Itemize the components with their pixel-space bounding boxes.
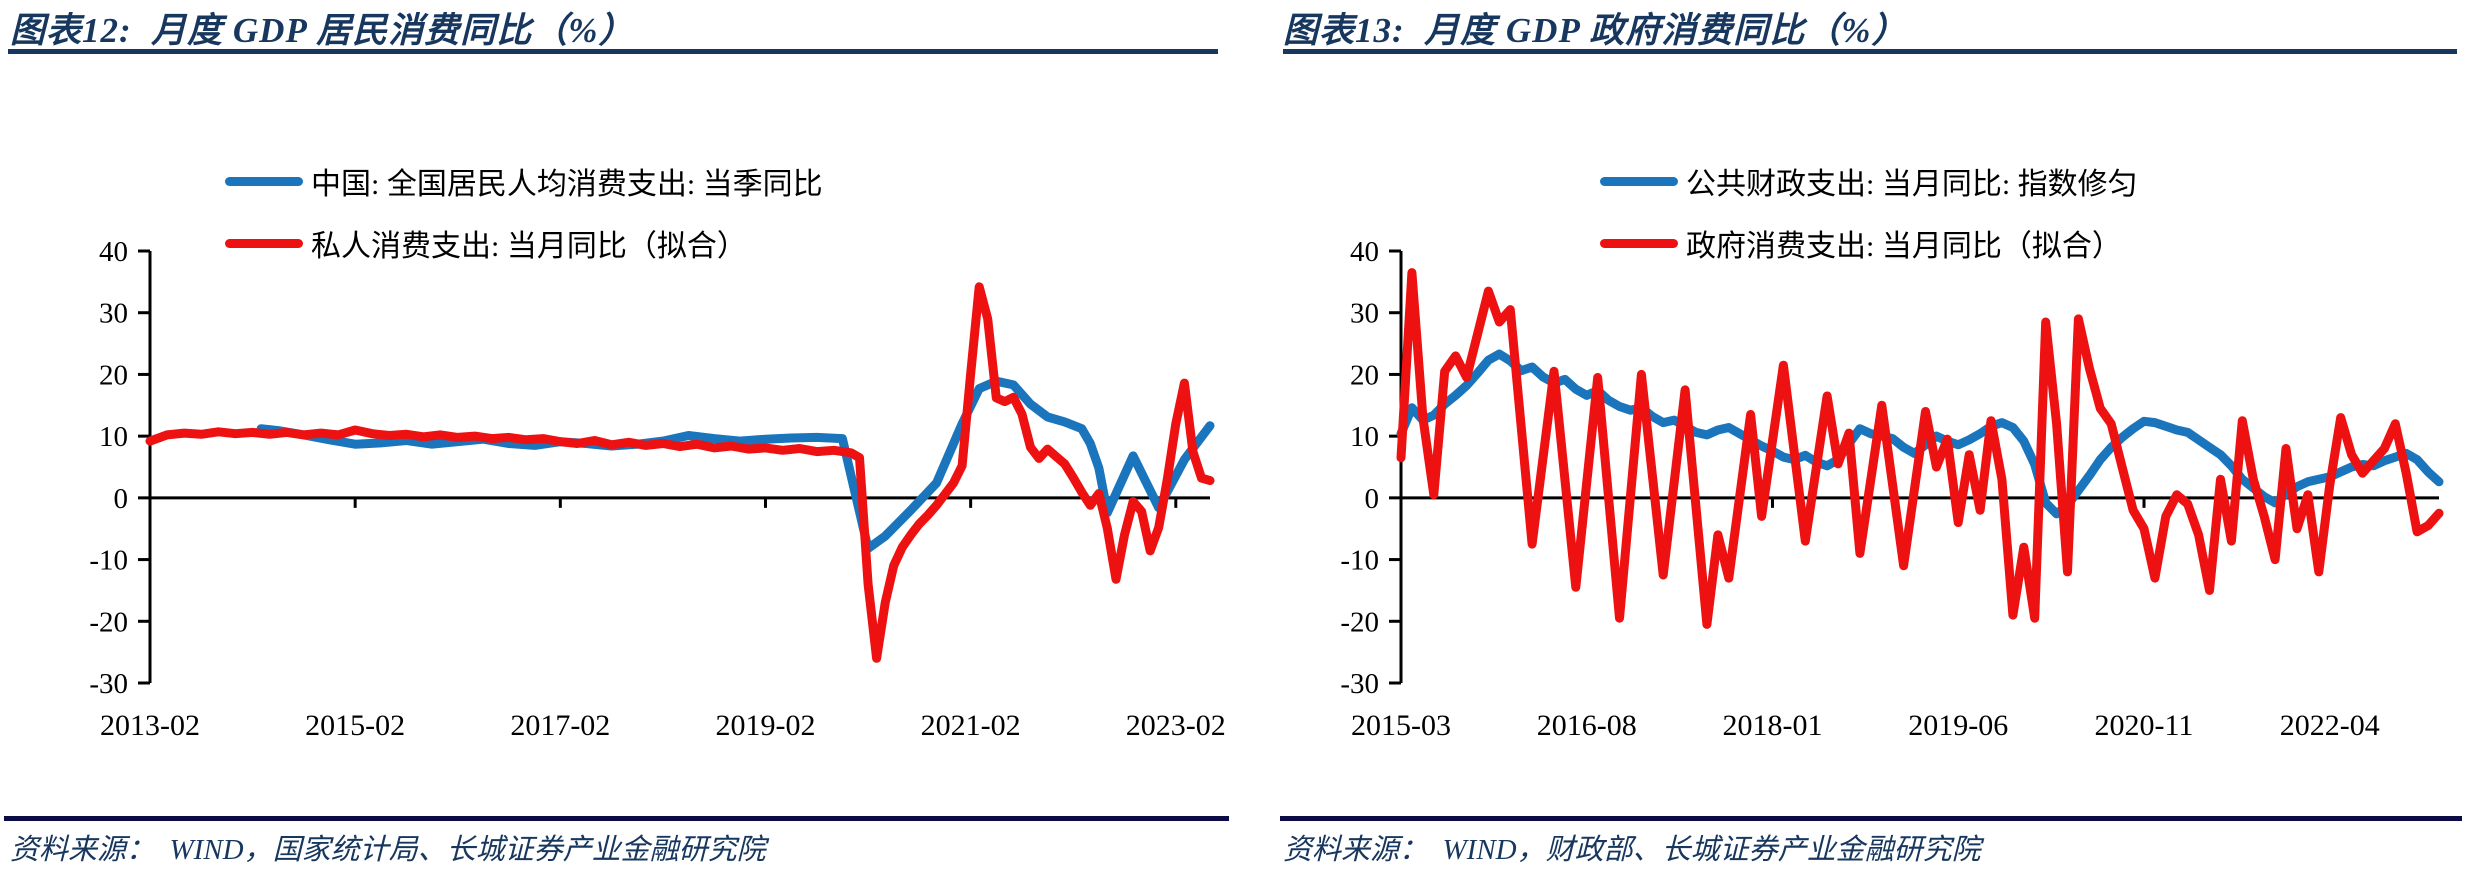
figure-title: 图表12: 月度 GDP 居民消费同比（%） xyxy=(10,11,635,50)
legend-label: 政府消费支出: 当月同比（拟合） xyxy=(1686,230,2122,263)
y-tick-label: 0 xyxy=(114,483,129,515)
legend-line-sample-blue xyxy=(1600,176,1678,186)
x-tick-label: 2013-02 xyxy=(100,709,200,742)
x-tick-label: 2019-06 xyxy=(1908,709,2008,742)
legend-line-sample-red xyxy=(225,238,303,248)
title-underline xyxy=(8,49,1218,54)
y-tick-label: 20 xyxy=(1350,359,1379,391)
line-chart-household-consumption: 40 30 20 10 0 -10 -20 -30 2013-02 2015-02 2017-02 2… xyxy=(89,236,1226,742)
legend-label: 私人消费支出: 当月同比（拟合） xyxy=(311,230,747,263)
legend-item-blue: 公共财政支出: 当月同比: 指数修匀 xyxy=(1600,150,2138,212)
x-tick-label: 2015-03 xyxy=(1351,709,1451,742)
figure-title: 图表13: 月度 GDP 政府消费同比（%） xyxy=(1283,11,1908,50)
y-tick-label: -10 xyxy=(89,545,128,577)
source-note: 资料来源： WIND，财政部、长城证券产业金融研究院 xyxy=(1283,834,1981,866)
y-tick-label: 10 xyxy=(99,421,128,453)
y-tick-label: -20 xyxy=(1340,606,1379,638)
chart-legend: 公共财政支出: 当月同比: 指数修匀 政府消费支出: 当月同比（拟合） xyxy=(1600,150,2138,274)
y-tick-label: -30 xyxy=(1340,668,1379,700)
y-tick-label: -10 xyxy=(1340,545,1379,577)
x-tick-label: 2019-02 xyxy=(715,709,815,742)
series-red-line xyxy=(145,282,1215,663)
y-tick-label: -30 xyxy=(89,668,128,700)
x-tick-label: 2015-02 xyxy=(305,709,405,742)
title-underline xyxy=(1283,49,2457,54)
y-tick-label: 30 xyxy=(1350,298,1379,330)
y-tick-label: 40 xyxy=(99,236,128,268)
legend-item-red: 私人消费支出: 当月同比（拟合） xyxy=(225,212,823,274)
y-tick-label: 20 xyxy=(99,359,128,391)
legend-line-sample-red xyxy=(1600,238,1678,248)
x-tick-label: 2016-08 xyxy=(1537,709,1637,742)
legend-line-sample-blue xyxy=(225,176,303,186)
x-tick-label: 2020-11 xyxy=(2095,709,2194,742)
y-tick-label: -20 xyxy=(89,606,128,638)
x-tick-label: 2018-01 xyxy=(1722,709,1822,742)
source-note: 资料来源： WIND，国家统计局、长城证券产业金融研究院 xyxy=(10,834,766,866)
source-divider xyxy=(1280,816,2462,821)
legend-item-red: 政府消费支出: 当月同比（拟合） xyxy=(1600,212,2138,274)
line-chart-government-consumption: 40 30 20 10 0 -10 -20 -30 2015-03 2016-08 2018-01 2… xyxy=(1340,236,2444,742)
legend-label: 中国: 全国居民人均消费支出: 当季同比 xyxy=(311,168,823,201)
y-tick-label: 30 xyxy=(99,298,128,330)
y-tick-label: 10 xyxy=(1350,421,1379,453)
panel-government-consumption: 图表13: 月度 GDP 政府消费同比（%） 公共财政支出: 当月同比: 指数修… xyxy=(1233,0,2466,872)
source-divider xyxy=(4,816,1229,821)
chart-legend: 中国: 全国居民人均消费支出: 当季同比 私人消费支出: 当月同比（拟合） xyxy=(225,150,823,274)
legend-label: 公共财政支出: 当月同比: 指数修匀 xyxy=(1686,168,2138,201)
x-tick-label: 2021-02 xyxy=(921,709,1021,742)
series-blue-line xyxy=(256,376,1215,553)
panel-household-consumption: 图表12: 月度 GDP 居民消费同比（%） 中国: 全国居民人均消费支出: 当… xyxy=(4,11,1229,866)
y-tick-label: 0 xyxy=(1365,483,1380,515)
series-red-line xyxy=(1396,268,2444,629)
legend-item-blue: 中国: 全国居民人均消费支出: 当季同比 xyxy=(225,150,823,212)
x-tick-label: 2022-04 xyxy=(2280,709,2380,742)
x-tick-label: 2017-02 xyxy=(510,709,610,742)
x-tick-label: 2023-02 xyxy=(1126,709,1226,742)
y-tick-label: 40 xyxy=(1350,236,1379,268)
